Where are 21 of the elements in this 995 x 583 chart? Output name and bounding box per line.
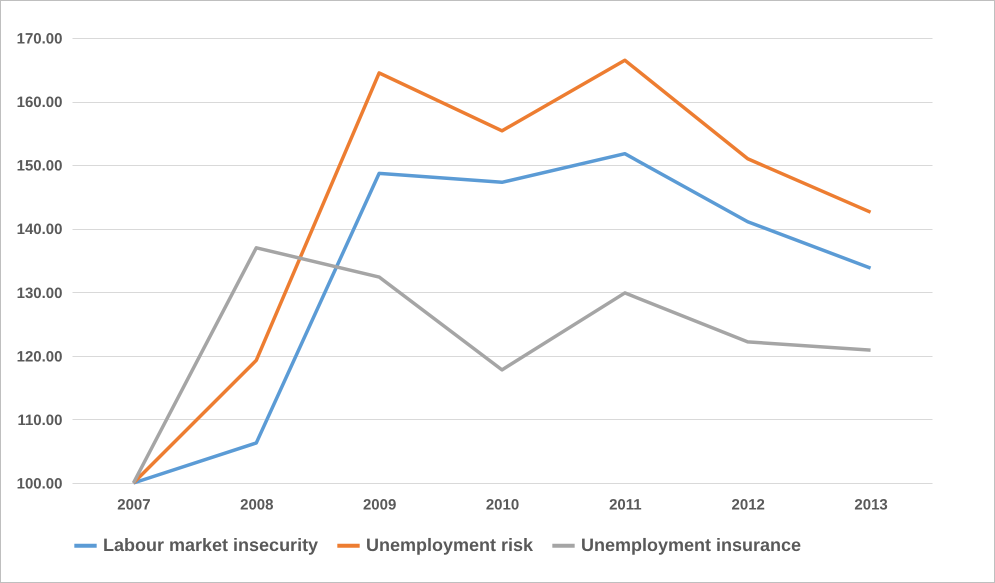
x-tick-label: 2013 xyxy=(854,496,888,514)
legend-label: Labour market insecurity xyxy=(103,534,318,555)
y-tick-label: 150.00 xyxy=(16,158,62,175)
y-tick-label: 170.00 xyxy=(16,30,62,48)
x-tick-label: 2011 xyxy=(609,496,642,514)
x-tick-label: 2010 xyxy=(486,496,520,514)
y-tick-label: 130.00 xyxy=(16,284,62,302)
y-tick-label: 140.00 xyxy=(16,221,62,238)
y-tick-label: 110.00 xyxy=(17,412,62,429)
line-series xyxy=(132,58,872,485)
x-tick-label: 2009 xyxy=(362,496,396,514)
x-tick-label: 2007 xyxy=(117,496,151,514)
y-tick-label: 120.00 xyxy=(16,348,62,366)
y-tick-label: 160.00 xyxy=(16,94,62,112)
legend-label: Unemployment risk xyxy=(366,534,534,555)
line-series xyxy=(132,152,872,485)
y-tick-label: 100.00 xyxy=(16,476,62,492)
x-tick-label: 2008 xyxy=(240,496,274,514)
x-tick-label: 2012 xyxy=(732,496,765,514)
line-series xyxy=(132,246,872,485)
legend-label: Unemployment insurance xyxy=(581,534,802,555)
